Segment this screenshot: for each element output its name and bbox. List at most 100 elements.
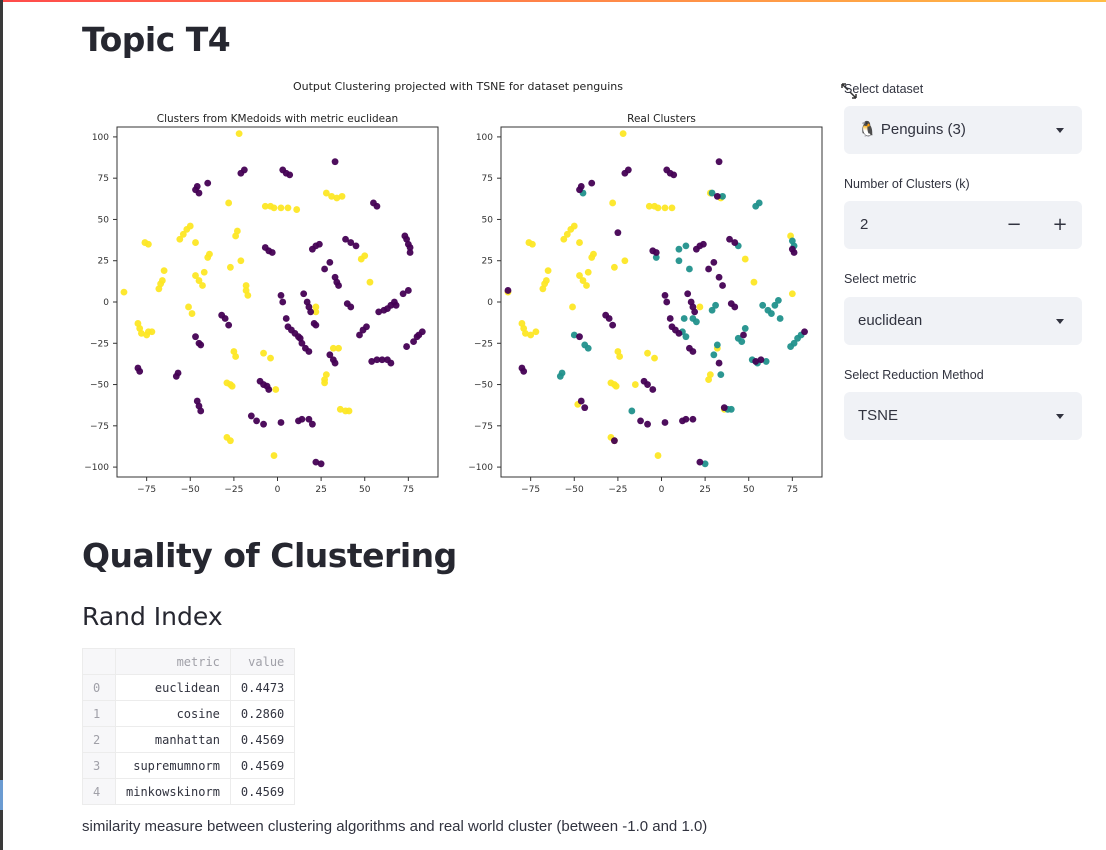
panel-title: Real Clusters [627,113,696,125]
scatter-point-purple [277,291,285,299]
page-title: Topic T4 [82,20,231,59]
x-tick-label: −50 [565,485,584,492]
scatter-point-purple [581,404,589,412]
scatter-point-yellow [235,130,243,138]
scatter-point-teal [692,318,700,326]
scatter-point-teal [762,358,770,365]
scatter-point-yellow [160,267,168,275]
scatter-point-yellow [179,230,187,238]
table-row: 4 minkowskinorm 0.4569 [82,778,296,805]
plot-frame [500,126,823,478]
x-tick-label: 75 [787,485,798,492]
rand-index-caption: similarity measure between clustering al… [82,818,708,835]
scatter-point-purple [387,359,395,367]
scatter-point-yellow [120,288,128,296]
scatter-point-teal [752,202,760,210]
y-tick-label: 0 [103,298,109,308]
scatter-point-yellow [228,382,236,390]
scatter-point-purple [404,287,412,294]
scatter-point-purple [282,315,290,322]
scatter-point-yellow [321,379,329,387]
scatter-point-purple [661,291,669,299]
scatter-point-purple [637,417,644,425]
scatter-point-teal [741,325,749,332]
clusters-number-input[interactable]: 2 − + [844,201,1082,249]
scatter-point-purple [253,417,260,425]
x-tick-label: 0 [659,485,665,492]
scatter-point-teal [682,333,690,341]
dataset-select-label: Select dataset [844,82,924,96]
row-index: 4 [82,778,116,805]
metric-select[interactable]: euclidean [844,297,1082,345]
scatter-point-teal [628,407,636,415]
row-index: 0 [82,674,116,701]
scatter-point-yellow [145,240,152,248]
scatter-point-purple [663,298,671,306]
y-tick-label: 50 [482,215,494,225]
x-tick-label: 25 [699,485,710,492]
scatter-point-purple [666,315,674,322]
cell-value: 0.2860 [229,700,296,727]
scatter-point-teal [652,254,660,261]
scatter-point-purple [326,351,334,359]
scatter-point-yellow [741,255,749,263]
scatter-point-yellow [750,278,758,286]
left-window-edge-accent [0,780,3,810]
left-window-edge [0,0,3,850]
x-tick-label: 25 [315,485,326,492]
scatter-point-teal [682,242,690,250]
cell-metric: manhattan [115,726,231,753]
decrement-button[interactable]: − [1006,214,1022,235]
row-index: 3 [82,752,116,779]
scatter-point-purple [197,407,205,415]
scatter-point-yellow [569,303,576,311]
scatter-point-purple [406,249,414,256]
scatter-point-purple [788,245,796,253]
column-header-value[interactable]: value [229,648,296,675]
scatter-point-purple [247,412,255,420]
scatter-figure-svg: Output Clustering projected with TSNE fo… [84,80,823,495]
reduction-select-label: Select Reduction Method [844,368,984,382]
scatter-point-yellow [579,277,587,284]
scatter-point-yellow [654,452,662,459]
scatter-point-yellow [158,277,166,284]
scatter-point-purple [370,199,377,207]
scatter-point-yellow [590,250,597,258]
scatter-point-purple [644,420,651,428]
increment-button[interactable]: + [1052,214,1068,235]
scatter-point-yellow [661,204,669,212]
scatter-point-teal [776,315,784,322]
scatter-point-yellow [244,291,252,299]
clusters-input-value[interactable]: 2 [860,216,869,233]
scatter-point-purple [609,321,617,329]
scatter-point-yellow [232,232,240,240]
x-tick-label: −25 [608,485,627,492]
scatter-point-purple [277,419,285,426]
table-header-row: metric value [82,648,296,675]
reduction-select[interactable]: TSNE [844,392,1082,440]
scatter-point-teal [717,371,725,379]
scatter-point-purple [752,358,760,365]
scatter-point-yellow [186,222,194,230]
x-tick-label: 50 [743,485,755,492]
dataset-select[interactable]: 🐧 Penguins (3) [844,106,1082,154]
y-tick-label: −50 [474,381,493,391]
scatter-point-teal [701,460,709,468]
clusters-input-label: Number of Clusters (k) [844,177,970,191]
x-tick-label: −75 [137,485,156,492]
y-tick-label: 100 [92,133,109,143]
scatter-point-yellow [200,268,208,276]
scatter-point-purple [195,189,203,197]
expand-icon[interactable] [840,82,858,100]
scatter-point-yellow [260,349,267,357]
scatter-point-purple [136,367,144,375]
scatter-point-purple [305,303,313,311]
table-row: 2 manhattan 0.4569 [82,726,296,753]
scatter-point-purple [296,334,304,342]
scatter-point-purple [740,331,747,339]
table-row: 1 cosine 0.2860 [82,700,296,727]
scatter-point-purple [675,329,683,337]
column-header-metric[interactable]: metric [115,648,231,675]
index-header [82,648,116,675]
scatter-point-yellow [651,354,658,362]
